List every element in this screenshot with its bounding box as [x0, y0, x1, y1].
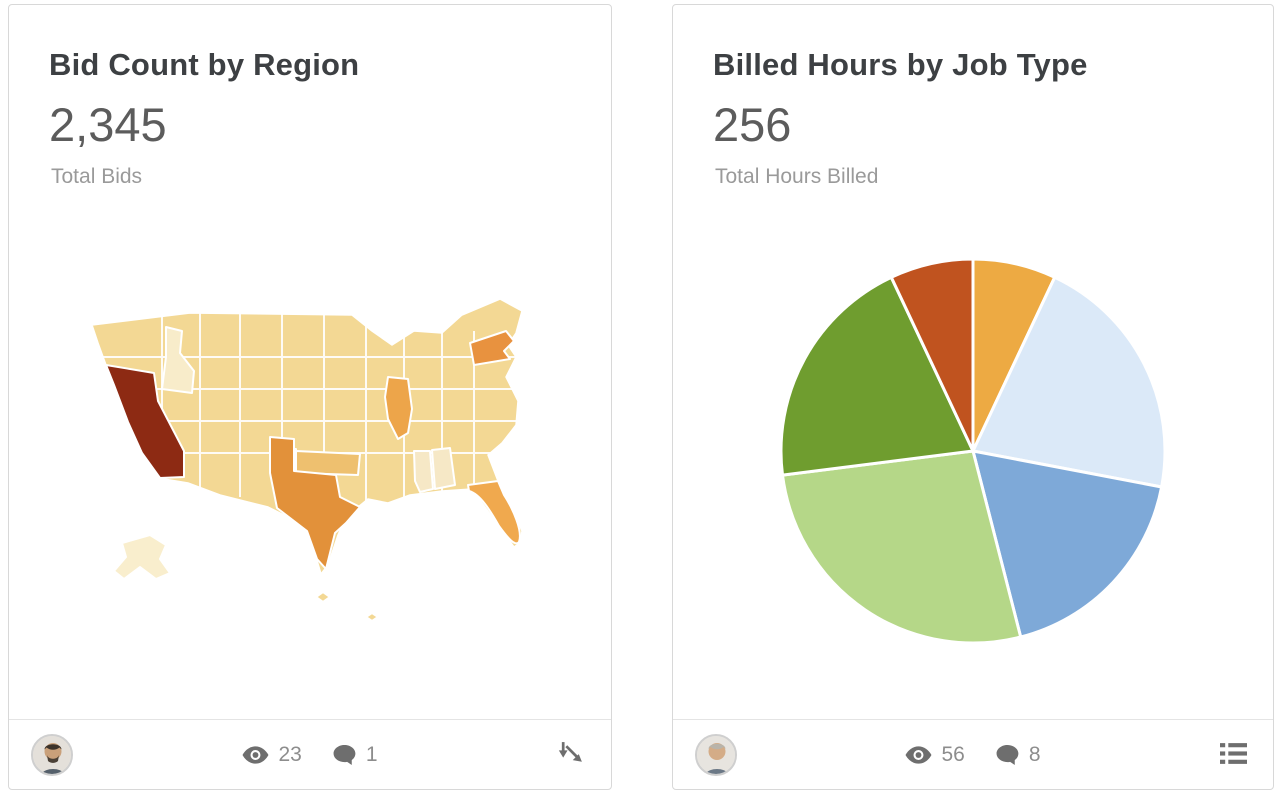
eye-icon [905, 745, 932, 764]
card-billed-hours-by-job-type: Billed Hours by Job Type 256 Total Hours… [672, 4, 1274, 790]
pie-slice-2[interactable] [971, 275, 1167, 489]
island-1[interactable] [315, 591, 331, 603]
us-map-container [67, 281, 553, 646]
pie-slice-5[interactable] [779, 275, 975, 477]
state-alabama[interactable] [431, 447, 456, 490]
comment-icon [333, 744, 356, 765]
avatar[interactable] [695, 733, 737, 776]
avatar-photo [33, 735, 71, 774]
pie-slice-6[interactable] [889, 257, 975, 453]
metric-value: 2,345 [49, 98, 167, 151]
comments-count: 1 [365, 742, 378, 766]
us-choropleth-map[interactable] [67, 281, 553, 641]
state-florida[interactable] [467, 480, 521, 545]
views-count: 56 [941, 742, 965, 766]
state-new-york[interactable] [469, 330, 515, 366]
card-title: Bid Count by Region [49, 47, 360, 82]
card-footer: 23 1 [9, 719, 611, 789]
comments-stat[interactable]: 8 [996, 742, 1041, 767]
pie-chart-container [773, 251, 1173, 656]
drilldown-button[interactable] [554, 736, 589, 774]
comments-count: 8 [1028, 742, 1041, 766]
state-texas[interactable] [269, 436, 361, 570]
card-footer: 56 8 [673, 719, 1273, 789]
metric-label: Total Hours Billed [715, 165, 879, 188]
state-oklahoma[interactable] [295, 450, 361, 476]
footer-stats: 23 1 [242, 742, 378, 767]
comment-icon [996, 744, 1019, 765]
views-stat: 56 [905, 742, 965, 767]
state-california[interactable] [105, 364, 185, 479]
list-icon [1220, 742, 1247, 768]
comments-stat[interactable]: 1 [333, 742, 378, 767]
avatar[interactable] [31, 733, 73, 776]
card-title: Billed Hours by Job Type [713, 47, 1088, 82]
pie-chart[interactable] [773, 251, 1173, 651]
metric-label: Total Bids [51, 165, 143, 188]
state-idaho[interactable] [161, 326, 195, 394]
metric-value: 256 [713, 98, 792, 151]
views-stat: 23 [242, 742, 302, 767]
eye-icon [242, 745, 269, 764]
avatar-photo [697, 735, 735, 774]
island-2[interactable] [365, 612, 379, 622]
state-alaska[interactable] [113, 534, 171, 580]
pie-slice-4[interactable] [781, 449, 1023, 645]
show-data-list-button[interactable] [1216, 738, 1251, 772]
footer-stats: 56 8 [905, 742, 1041, 767]
pie-slice-3[interactable] [971, 449, 1164, 639]
highlight-states [105, 326, 521, 622]
views-count: 23 [278, 742, 302, 766]
card-bid-count-by-region: Bid Count by Region 2,345 Total Bids [8, 4, 612, 790]
state-mississippi[interactable] [413, 450, 434, 493]
state-illinois[interactable] [384, 376, 413, 440]
drilldown-arrows-icon [558, 740, 585, 770]
